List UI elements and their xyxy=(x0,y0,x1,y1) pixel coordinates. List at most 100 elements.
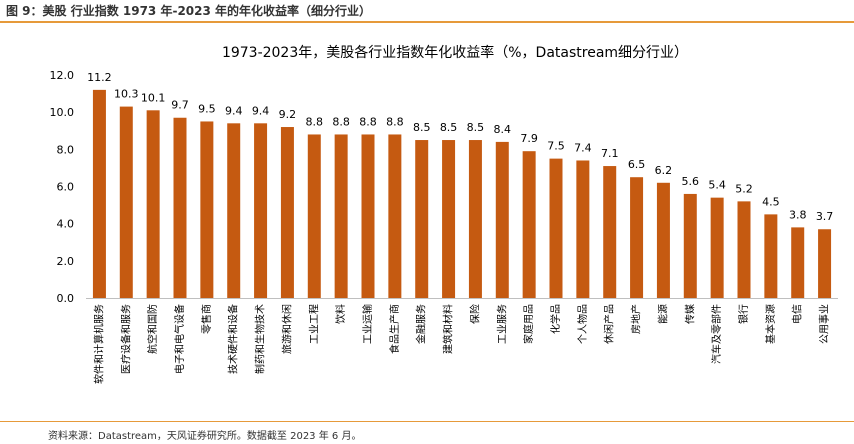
bar xyxy=(495,141,509,298)
bar xyxy=(522,151,536,298)
category-labels: 软件和计算机服务 医疗设备和服务 航空和国防 电子和电气设备 零售商 技术硬件和设备 制药和… xyxy=(92,304,830,384)
bar xyxy=(764,214,778,298)
bar xyxy=(119,106,133,298)
bar xyxy=(710,197,724,298)
bar xyxy=(791,227,805,298)
category-label: 建筑和材料 xyxy=(442,304,455,354)
category-label: 传媒 xyxy=(684,304,696,324)
bar xyxy=(334,134,348,298)
category-label: 医疗设备和服务 xyxy=(119,304,132,374)
data-label: 6.5 xyxy=(628,158,646,171)
bar xyxy=(361,134,375,298)
bar xyxy=(656,182,670,298)
category-label: 公用事业 xyxy=(818,304,831,344)
category-label: 家庭用品 xyxy=(522,304,535,344)
y-tick-label: 4.0 xyxy=(57,218,75,231)
data-label: 5.4 xyxy=(708,179,726,192)
data-label: 7.1 xyxy=(601,147,619,160)
data-label: 5.6 xyxy=(682,175,700,188)
category-label: 金融服务 xyxy=(415,304,428,344)
data-label: 7.9 xyxy=(520,132,538,145)
y-tick-label: 0.0 xyxy=(57,292,75,305)
data-labels: 11.210.3 10.1 9.7 9.5 9.4 9.4 9.2 8.8 8.8 8.8 8.8 8… xyxy=(87,71,833,223)
data-label: 9.4 xyxy=(225,104,243,117)
bar xyxy=(200,121,214,298)
category-label: 工业运输 xyxy=(361,304,374,344)
bar xyxy=(415,140,429,298)
y-tick-label: 2.0 xyxy=(57,255,75,268)
data-label: 5.2 xyxy=(735,182,753,195)
y-tick-label: 6.0 xyxy=(57,181,75,194)
bar xyxy=(737,201,751,298)
category-label: 个人物品 xyxy=(576,304,589,344)
category-label: 软件和计算机服务 xyxy=(92,304,105,384)
data-label: 8.4 xyxy=(494,123,512,136)
data-label: 3.8 xyxy=(789,208,807,221)
bar xyxy=(630,177,644,298)
data-label: 8.8 xyxy=(332,115,350,128)
data-label: 9.5 xyxy=(198,102,216,115)
data-label: 8.5 xyxy=(467,121,485,134)
data-label: 4.5 xyxy=(762,195,780,208)
bar xyxy=(227,123,241,298)
y-tick-label: 12.0 xyxy=(50,69,75,82)
category-label: 房地产 xyxy=(630,304,643,334)
figure-caption: 图 9：美股 行业指数 1973 年-2023 年的年化收益率（细分行业） xyxy=(6,4,372,18)
bar xyxy=(173,117,187,298)
bar xyxy=(683,193,697,298)
bar xyxy=(307,134,321,298)
category-label: 化学品 xyxy=(549,304,562,334)
data-label: 11.2 xyxy=(87,71,112,84)
data-label: 10.3 xyxy=(114,88,139,101)
chart-title: 1973-2023年，美股各行业指数年化收益率（%，Datastream细分行业… xyxy=(222,44,688,61)
bar xyxy=(576,160,590,298)
bar xyxy=(388,134,402,298)
category-label: 旅游和休闲 xyxy=(280,304,293,354)
category-label: 制药和生物技术 xyxy=(254,304,267,374)
y-tick-label: 8.0 xyxy=(57,143,75,156)
top-rule xyxy=(0,21,854,23)
category-label: 食品生产商 xyxy=(388,304,401,354)
category-label: 航空和国防 xyxy=(146,304,159,354)
bar xyxy=(603,166,617,298)
data-label: 8.5 xyxy=(413,121,431,134)
category-label: 能源 xyxy=(656,304,669,324)
category-label: 银行 xyxy=(737,304,750,324)
bar xyxy=(146,110,160,298)
bar-chart: 1973-2023年，美股各行业指数年化收益率（%，Datastream细分行业… xyxy=(50,44,838,384)
data-label: 7.4 xyxy=(574,141,592,154)
category-label: 技术硬件和设备 xyxy=(227,304,240,374)
category-label: 饮料 xyxy=(334,304,347,324)
data-label: 8.5 xyxy=(440,121,458,134)
data-label: 8.8 xyxy=(306,115,324,128)
bars xyxy=(92,89,832,299)
bar xyxy=(92,89,106,298)
category-label: 汽车及零部件 xyxy=(710,304,723,364)
category-label: 基本资源 xyxy=(764,304,777,344)
bar xyxy=(280,127,294,299)
data-label: 9.2 xyxy=(279,108,297,121)
y-tick-label: 10.0 xyxy=(50,106,75,119)
bottom-rule xyxy=(0,421,854,422)
data-label: 8.8 xyxy=(386,115,404,128)
data-label: 7.5 xyxy=(547,140,565,153)
source-note: 资料来源：Datastream，天风证券研究所。数据截至 2023 年 6 月。 xyxy=(48,431,362,442)
y-axis-ticks: 0.0 2.0 4.0 6.0 8.0 10.0 12.0 xyxy=(50,69,75,305)
category-label: 休闲产品 xyxy=(603,304,616,344)
category-label: 零售商 xyxy=(200,304,213,334)
bar xyxy=(442,140,456,298)
category-label: 保险 xyxy=(468,304,481,324)
category-label: 电子和电气设备 xyxy=(173,304,186,374)
category-label: 电信 xyxy=(791,304,804,324)
category-label: 工业工程 xyxy=(308,304,320,344)
data-label: 6.2 xyxy=(655,164,673,177)
data-label: 8.8 xyxy=(359,115,377,128)
data-label: 9.7 xyxy=(171,99,189,112)
category-label: 工业服务 xyxy=(495,304,508,344)
bar xyxy=(468,140,482,298)
bar xyxy=(549,158,563,298)
bar xyxy=(254,123,268,298)
bar xyxy=(818,229,832,298)
data-label: 3.7 xyxy=(816,210,834,223)
data-label: 10.1 xyxy=(141,91,166,104)
